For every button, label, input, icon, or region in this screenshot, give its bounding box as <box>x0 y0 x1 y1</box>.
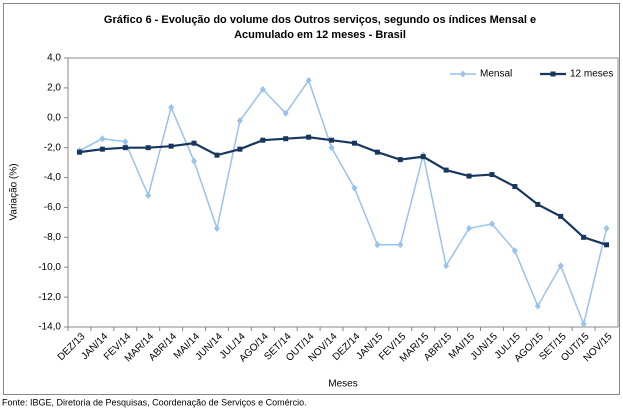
point <box>122 138 129 146</box>
point <box>76 149 82 155</box>
point <box>550 71 556 77</box>
point <box>259 85 266 93</box>
y-tick-label: 0,0 <box>47 112 61 123</box>
point <box>122 145 128 151</box>
source-note: Fonte: IBGE, Diretoria de Pesquisas, Coo… <box>2 397 307 407</box>
series-line <box>79 78 608 327</box>
point <box>374 241 381 249</box>
point <box>558 213 564 219</box>
legend-label: Mensal <box>480 69 512 80</box>
y-tick-label: -12,0 <box>38 292 61 303</box>
y-tick-label: -4,0 <box>44 172 62 183</box>
point <box>213 224 220 232</box>
series-line <box>79 136 607 246</box>
point <box>535 201 541 207</box>
x-axis-label: Meses <box>328 379 357 390</box>
point <box>511 247 518 255</box>
point <box>466 173 472 179</box>
point <box>374 149 380 155</box>
chart-title: Acumulado em 12 meses - Brasil <box>234 29 406 41</box>
point <box>443 262 450 270</box>
point <box>443 167 449 173</box>
point <box>534 302 541 310</box>
point <box>512 184 518 190</box>
point <box>168 103 175 111</box>
y-tick-label: 4,0 <box>47 53 61 64</box>
y-tick-label: -2,0 <box>44 142 62 153</box>
point <box>488 220 495 228</box>
point <box>351 184 358 192</box>
point <box>191 140 197 146</box>
point <box>466 224 473 232</box>
point <box>99 135 106 143</box>
point <box>489 172 495 178</box>
point <box>580 320 587 328</box>
y-tick-label: -14,0 <box>38 322 61 333</box>
point <box>420 154 426 160</box>
point <box>305 76 312 84</box>
y-axis-label: Variação (%) <box>9 163 20 220</box>
point <box>397 157 403 163</box>
y-tick-label: 2,0 <box>47 83 61 94</box>
point <box>351 140 357 146</box>
point <box>237 146 243 152</box>
point <box>328 144 335 152</box>
point <box>260 137 266 143</box>
y-tick-label: -10,0 <box>38 262 61 273</box>
chart-title: Gráfico 6 - Evolução do volume dos Outro… <box>104 14 536 26</box>
point <box>603 224 610 232</box>
point <box>168 143 174 149</box>
point <box>191 157 198 165</box>
chart-frame <box>3 3 620 395</box>
point <box>145 145 151 151</box>
point <box>604 242 610 248</box>
point <box>306 134 312 140</box>
point <box>460 70 466 78</box>
y-tick-label: -6,0 <box>44 202 62 213</box>
y-tick-label: -8,0 <box>44 232 62 243</box>
point <box>145 191 152 199</box>
legend-label: 12 meses <box>570 69 613 80</box>
point <box>397 241 404 249</box>
point <box>557 262 564 270</box>
point <box>236 117 243 125</box>
point <box>282 109 289 117</box>
point <box>581 234 587 240</box>
point <box>99 146 105 152</box>
point <box>329 137 335 143</box>
point <box>214 152 220 158</box>
point <box>283 136 289 142</box>
